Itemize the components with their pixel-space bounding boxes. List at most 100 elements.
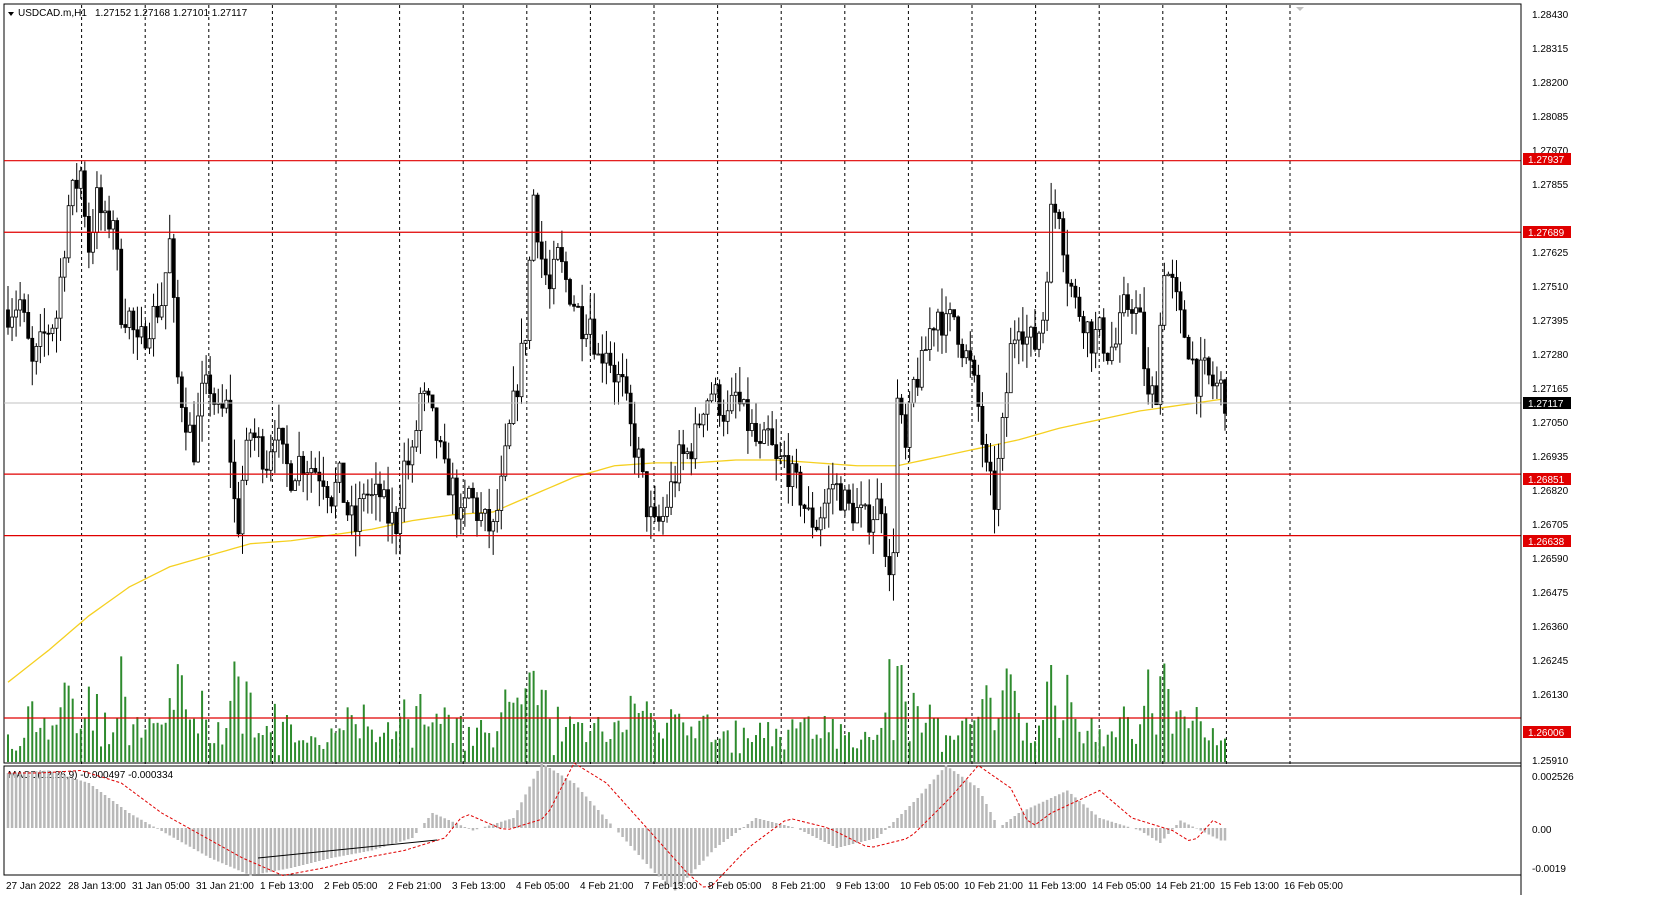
- candle-body: [337, 462, 342, 483]
- candle-body: [1097, 317, 1102, 330]
- candle-body: [1000, 417, 1005, 459]
- candle-body: [604, 352, 609, 364]
- candle-body: [208, 374, 213, 395]
- candle-body: [543, 258, 548, 276]
- candle-body: [895, 397, 900, 554]
- candle-body: [1194, 358, 1199, 397]
- candle-body: [1105, 352, 1110, 362]
- candle-body: [479, 512, 483, 521]
- candle-body: [940, 311, 944, 336]
- candle-body: [1154, 385, 1159, 406]
- candle-body: [1202, 357, 1207, 361]
- candle-body: [1126, 294, 1130, 310]
- candle-body: [927, 328, 932, 351]
- candle-body: [1130, 309, 1134, 314]
- candle-body: [475, 497, 479, 521]
- candle-body: [103, 210, 107, 214]
- candle-body: [770, 428, 775, 446]
- current-price-text: 1.27117: [1528, 399, 1564, 410]
- candle-body: [175, 297, 180, 378]
- candle-body: [163, 272, 168, 307]
- x-tick-label: 31 Jan 21:00: [196, 881, 254, 892]
- candle-body: [741, 399, 746, 405]
- y-tick-label: 1.28200: [1532, 78, 1569, 89]
- candle-body: [564, 261, 568, 280]
- candle-body: [1166, 273, 1171, 277]
- candle-body: [620, 374, 625, 378]
- candle-body: [42, 331, 47, 334]
- candle-body: [196, 415, 200, 463]
- candle-body: [1170, 273, 1175, 278]
- candle-body: [155, 305, 160, 318]
- candle-body: [677, 444, 682, 484]
- candle-body: [778, 456, 783, 460]
- candle-body: [628, 392, 633, 425]
- x-tick-label: 14 Feb 21:00: [1156, 881, 1215, 892]
- y-tick-label: 1.27625: [1532, 248, 1569, 259]
- y-tick-label: 1.26360: [1532, 622, 1569, 633]
- candle-body: [1146, 368, 1151, 395]
- candle-body: [830, 483, 835, 490]
- candle-body: [657, 516, 661, 522]
- candle-body: [1081, 316, 1086, 334]
- macd-panel[interactable]: MACD(12,26,9) -0.000497 -0.000334 0.0025…: [3, 762, 1574, 891]
- candle-body: [402, 460, 407, 509]
- x-tick-label: 1 Feb 13:00: [260, 881, 314, 892]
- candle-body: [293, 480, 297, 491]
- candle-body: [86, 215, 91, 253]
- macd-signal-line: [8, 762, 1222, 888]
- candle-body: [721, 414, 726, 422]
- time-axis: 27 Jan 2022 28 Jan 13:00 31 Jan 05:00 31…: [6, 881, 1343, 892]
- candle-body: [1174, 277, 1179, 293]
- candle-body: [717, 384, 722, 416]
- candle-body: [555, 247, 560, 260]
- candle-body: [54, 317, 59, 329]
- horizontal-levels[interactable]: [4, 160, 1521, 719]
- x-tick-label: 4 Feb 05:00: [516, 881, 570, 892]
- candle-body: [709, 393, 714, 402]
- candle-body: [1073, 285, 1078, 298]
- candle-body: [588, 318, 593, 335]
- main-panel-frame: [3, 3, 1522, 764]
- candle-body: [863, 504, 868, 507]
- x-tick-label: 8 Feb 21:00: [772, 881, 826, 892]
- macd-tick-label: -0.0019: [1532, 864, 1566, 875]
- collapse-arrow-icon[interactable]: [8, 12, 14, 16]
- y-tick-label: 1.26935: [1532, 452, 1569, 463]
- candle-body: [78, 170, 83, 189]
- candle-body: [1178, 291, 1183, 311]
- candle-body: [750, 422, 754, 431]
- candle-body: [592, 318, 597, 355]
- candle-body: [1033, 326, 1037, 350]
- candle-body: [1142, 311, 1147, 370]
- candle-body: [91, 232, 95, 253]
- level-badge-text: 1.26851: [1528, 475, 1565, 486]
- candle-body: [1109, 346, 1114, 362]
- candle-body: [814, 526, 819, 531]
- candle-body: [256, 436, 261, 439]
- x-tick-label: 7 Feb 13:00: [644, 881, 698, 892]
- symbol-label: USDCAD.m,H1: [18, 8, 87, 19]
- candle-body: [1085, 321, 1090, 334]
- candle-body: [495, 510, 500, 522]
- level-badge: [1523, 473, 1571, 485]
- candle-body: [220, 402, 225, 409]
- candle-body: [341, 462, 346, 503]
- candle-body: [847, 489, 851, 504]
- candle-body: [746, 399, 750, 431]
- candle-body: [713, 384, 718, 395]
- candle-body: [422, 390, 427, 394]
- candle-body: [1024, 336, 1029, 345]
- candle-body: [919, 350, 924, 388]
- candle-body: [483, 509, 487, 514]
- candle-body: [964, 350, 969, 359]
- candle-body: [1182, 309, 1187, 338]
- main-price-panel[interactable]: [3, 3, 1522, 764]
- candle-body: [135, 329, 140, 338]
- candle-body: [297, 455, 302, 482]
- candle-body: [523, 340, 528, 344]
- macd-trendline[interactable]: [257, 839, 438, 859]
- candle-body: [899, 397, 904, 416]
- candle-body: [818, 517, 823, 531]
